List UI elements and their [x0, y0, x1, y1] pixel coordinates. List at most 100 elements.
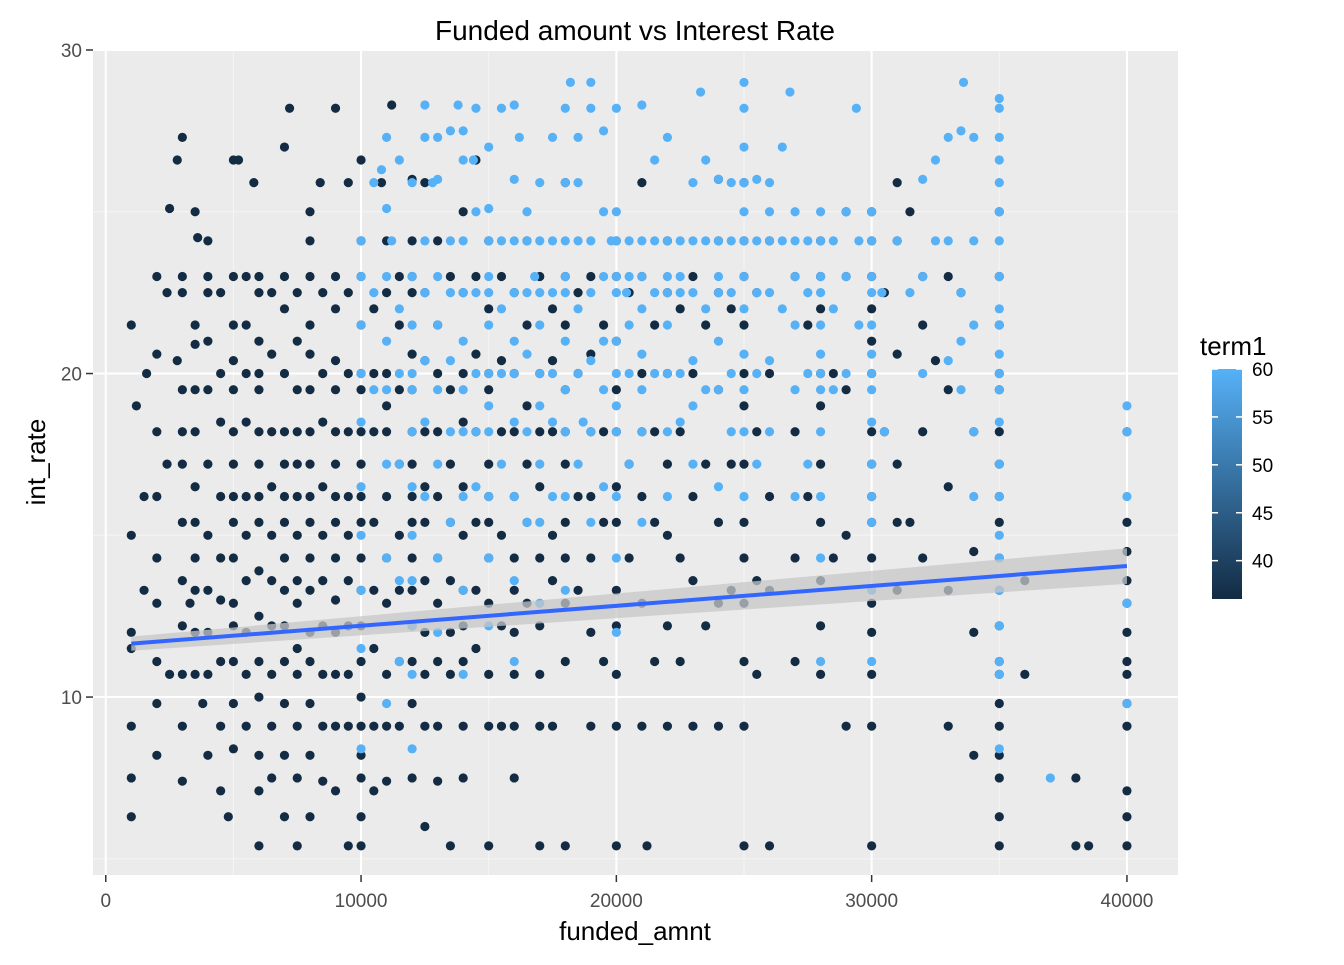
data-point-term-36 — [203, 669, 213, 680]
data-point-term-36 — [420, 721, 430, 731]
data-point-term-60 — [407, 320, 417, 330]
data-point-term-60 — [611, 368, 621, 379]
data-point-term-60 — [867, 656, 877, 667]
data-point-term-36 — [305, 553, 315, 563]
data-point-term-36 — [701, 621, 711, 631]
data-point-term-60 — [407, 575, 417, 586]
data-point-term-36 — [330, 271, 341, 282]
data-point-term-60 — [815, 656, 826, 667]
data-point-term-60 — [943, 355, 953, 366]
data-point-term-36 — [330, 385, 341, 395]
data-point-term-60 — [453, 100, 463, 110]
data-point-term-60 — [969, 427, 979, 437]
data-point-term-60 — [1122, 491, 1132, 502]
data-point-term-36 — [190, 517, 200, 527]
data-point-term-60 — [969, 236, 979, 246]
data-point-term-60 — [688, 355, 698, 366]
data-point-term-36 — [433, 368, 443, 379]
data-point-term-36 — [688, 575, 698, 586]
data-point-term-36 — [930, 355, 941, 366]
points-term-60 — [356, 77, 1132, 783]
data-point-term-36 — [381, 669, 392, 680]
data-point-term-60 — [484, 288, 494, 298]
data-point-term-36 — [1122, 841, 1132, 851]
data-point-term-36 — [445, 841, 456, 851]
data-point-term-60 — [815, 427, 826, 437]
data-point-term-60 — [484, 427, 494, 437]
data-point-term-60 — [560, 103, 570, 113]
data-point-term-60 — [803, 288, 813, 298]
data-point-term-60 — [560, 236, 570, 246]
data-point-term-60 — [815, 491, 826, 502]
data-point-term-36 — [318, 669, 328, 680]
data-point-term-60 — [624, 459, 634, 469]
data-point-term-60 — [586, 236, 596, 246]
data-point-term-60 — [394, 368, 404, 379]
data-point-term-36 — [739, 517, 749, 527]
data-point-term-36 — [764, 841, 775, 851]
data-point-term-60 — [637, 304, 647, 314]
data-point-term-36 — [190, 320, 200, 330]
legend-tick-label: 45 — [1252, 504, 1273, 525]
data-point-term-60 — [445, 126, 456, 136]
x-tick-label: 20000 — [590, 891, 643, 912]
data-point-term-36 — [433, 721, 443, 731]
data-point-term-60 — [598, 385, 609, 395]
data-point-term-36 — [216, 553, 226, 563]
data-point-term-36 — [739, 721, 749, 731]
data-point-term-60 — [777, 142, 787, 152]
data-point-term-36 — [216, 786, 226, 796]
data-point-term-60 — [509, 575, 519, 586]
data-point-term-36 — [241, 575, 251, 586]
data-point-term-60 — [560, 336, 570, 346]
data-point-term-36 — [356, 155, 366, 165]
data-point-term-36 — [330, 669, 341, 680]
data-point-term-60 — [892, 236, 902, 246]
data-point-term-60 — [458, 669, 468, 680]
x-tick-label: 0 — [100, 891, 111, 912]
points-term-36 — [126, 100, 1132, 851]
data-point-term-36 — [458, 368, 468, 379]
data-point-term-36 — [713, 517, 724, 527]
data-point-term-60 — [381, 698, 392, 709]
data-point-term-36 — [573, 288, 583, 298]
data-point-term-60 — [790, 271, 800, 282]
data-point-term-36 — [343, 288, 353, 298]
data-point-term-60 — [560, 288, 570, 298]
data-point-term-36 — [203, 530, 213, 540]
data-point-term-60 — [918, 368, 928, 379]
data-point-term-36 — [381, 401, 392, 411]
data-point-term-60 — [624, 236, 634, 246]
data-point-term-60 — [496, 459, 507, 469]
data-point-term-60 — [611, 288, 621, 298]
data-point-term-36 — [509, 553, 519, 563]
data-point-term-36 — [216, 595, 226, 605]
data-point-term-36 — [650, 320, 660, 330]
data-point-term-60 — [726, 178, 736, 188]
x-tick-label: 40000 — [1101, 891, 1154, 912]
data-point-term-36 — [433, 656, 443, 667]
data-point-term-36 — [867, 627, 877, 637]
data-point-term-36 — [330, 721, 341, 731]
data-point-term-60 — [624, 271, 634, 282]
data-point-term-36 — [867, 553, 877, 563]
data-point-term-60 — [509, 491, 519, 502]
data-point-term-60 — [381, 459, 392, 469]
data-point-term-36 — [228, 656, 239, 667]
data-point-term-60 — [535, 517, 545, 527]
data-point-term-36 — [356, 812, 366, 822]
data-point-term-36 — [867, 721, 877, 731]
data-point-term-36 — [522, 459, 532, 469]
data-point-term-36 — [496, 355, 507, 366]
data-point-term-60 — [535, 401, 545, 411]
data-point-term-60 — [739, 178, 749, 188]
data-point-term-36 — [815, 304, 826, 314]
data-point-term-60 — [356, 643, 366, 654]
data-point-term-60 — [854, 320, 864, 330]
data-point-term-36 — [547, 304, 558, 314]
data-point-term-36 — [305, 585, 315, 595]
data-point-term-60 — [867, 349, 877, 359]
data-point-term-36 — [790, 427, 800, 437]
data-point-term-60 — [739, 207, 749, 217]
data-point-term-36 — [458, 417, 468, 427]
